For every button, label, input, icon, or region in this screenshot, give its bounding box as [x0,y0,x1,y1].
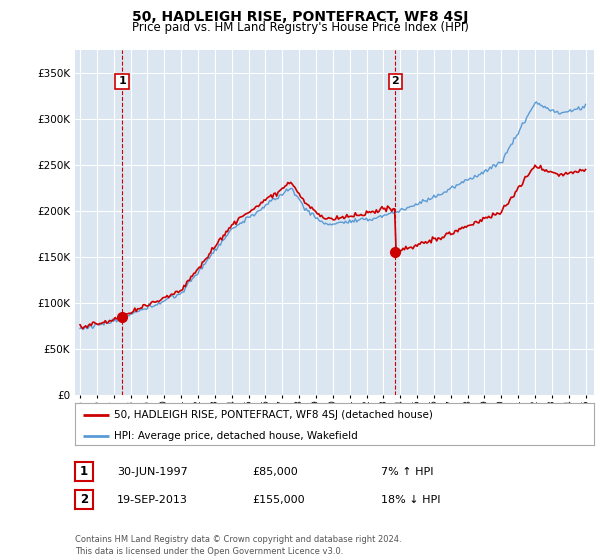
Text: 7% ↑ HPI: 7% ↑ HPI [381,466,433,477]
Text: £155,000: £155,000 [252,494,305,505]
Text: 2: 2 [80,493,88,506]
Text: 30-JUN-1997: 30-JUN-1997 [117,466,188,477]
Text: 18% ↓ HPI: 18% ↓ HPI [381,494,440,505]
Text: £85,000: £85,000 [252,466,298,477]
Text: 50, HADLEIGH RISE, PONTEFRACT, WF8 4SJ: 50, HADLEIGH RISE, PONTEFRACT, WF8 4SJ [132,10,468,24]
Text: 2: 2 [392,76,400,86]
Text: 1: 1 [118,76,126,86]
Text: 19-SEP-2013: 19-SEP-2013 [117,494,188,505]
Text: 1: 1 [80,465,88,478]
Text: 50, HADLEIGH RISE, PONTEFRACT, WF8 4SJ (detached house): 50, HADLEIGH RISE, PONTEFRACT, WF8 4SJ (… [114,410,433,420]
Text: HPI: Average price, detached house, Wakefield: HPI: Average price, detached house, Wake… [114,431,358,441]
Text: Price paid vs. HM Land Registry's House Price Index (HPI): Price paid vs. HM Land Registry's House … [131,21,469,34]
Text: Contains HM Land Registry data © Crown copyright and database right 2024.
This d: Contains HM Land Registry data © Crown c… [75,535,401,556]
